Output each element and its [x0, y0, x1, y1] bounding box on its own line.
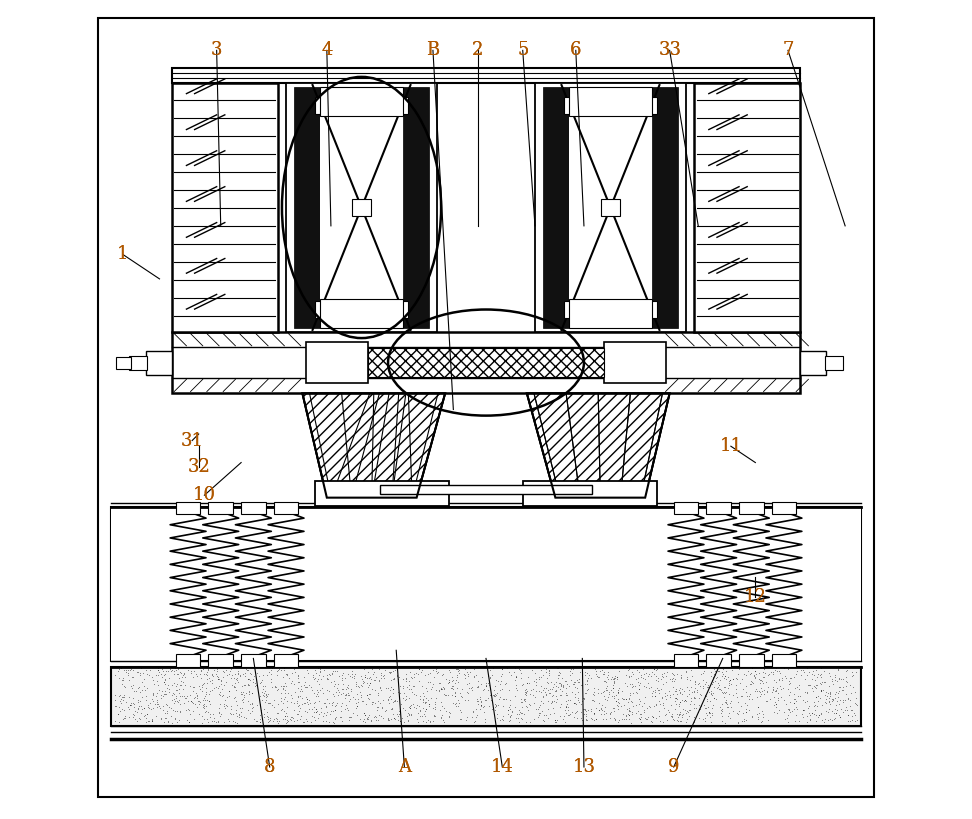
Text: 3: 3: [211, 42, 223, 59]
Text: 3: 3: [211, 42, 223, 59]
Text: 33: 33: [658, 42, 681, 59]
Text: 11: 11: [719, 437, 743, 455]
Bar: [241, 502, 265, 514]
Bar: [694, 83, 800, 332]
Bar: [111, 667, 861, 726]
Text: 5: 5: [517, 42, 529, 59]
Bar: [306, 342, 367, 383]
Bar: [176, 502, 200, 514]
Bar: [772, 502, 796, 514]
Bar: [707, 502, 731, 514]
Bar: [315, 301, 334, 318]
Bar: [674, 654, 698, 667]
Bar: [543, 87, 570, 328]
Bar: [367, 348, 605, 377]
Bar: [208, 654, 233, 667]
Text: 13: 13: [573, 758, 596, 776]
Bar: [117, 357, 131, 369]
Bar: [523, 482, 657, 506]
Bar: [380, 485, 592, 495]
Polygon shape: [302, 393, 445, 498]
Bar: [739, 502, 764, 514]
Bar: [796, 508, 861, 661]
Text: 1: 1: [117, 246, 128, 264]
Text: 8: 8: [264, 758, 275, 776]
Text: 13: 13: [573, 758, 596, 776]
Text: 2: 2: [472, 42, 483, 59]
Bar: [286, 83, 437, 332]
Text: 10: 10: [192, 486, 216, 505]
Bar: [352, 199, 371, 215]
Bar: [601, 199, 620, 215]
Bar: [402, 87, 429, 328]
Text: 14: 14: [491, 758, 514, 776]
Bar: [739, 654, 764, 667]
Bar: [129, 355, 148, 370]
Text: 7: 7: [782, 42, 794, 59]
Bar: [321, 87, 402, 115]
Text: 32: 32: [188, 458, 210, 476]
Text: 9: 9: [668, 758, 679, 776]
Text: 8: 8: [264, 758, 275, 776]
Bar: [315, 97, 334, 114]
Text: 14: 14: [491, 758, 514, 776]
Text: A: A: [398, 758, 411, 776]
Polygon shape: [527, 393, 670, 498]
Bar: [772, 654, 796, 667]
Bar: [321, 299, 402, 328]
Bar: [389, 97, 408, 114]
Bar: [172, 68, 800, 83]
Bar: [274, 502, 298, 514]
Bar: [146, 351, 172, 375]
Text: 4: 4: [321, 42, 332, 59]
Bar: [605, 342, 666, 383]
Bar: [535, 83, 686, 332]
Bar: [638, 97, 657, 114]
Bar: [111, 508, 176, 661]
Bar: [800, 351, 826, 375]
Bar: [208, 502, 233, 514]
Text: 12: 12: [744, 588, 767, 606]
Bar: [707, 654, 731, 667]
Text: B: B: [427, 42, 439, 59]
Bar: [111, 508, 861, 661]
Bar: [274, 654, 298, 667]
Bar: [172, 83, 278, 332]
Bar: [315, 482, 449, 506]
Text: 31: 31: [181, 432, 204, 450]
Bar: [674, 502, 698, 514]
Text: 33: 33: [658, 42, 681, 59]
Text: 12: 12: [744, 588, 767, 606]
Text: 32: 32: [188, 458, 210, 476]
Bar: [176, 654, 200, 667]
Bar: [172, 332, 800, 393]
Text: 4: 4: [321, 42, 332, 59]
Text: 10: 10: [192, 486, 216, 505]
Bar: [564, 301, 583, 318]
Text: 9: 9: [668, 758, 679, 776]
Text: 1: 1: [117, 246, 128, 264]
Bar: [564, 97, 583, 114]
Bar: [824, 355, 843, 370]
Bar: [651, 87, 677, 328]
Bar: [321, 87, 402, 328]
Text: B: B: [427, 42, 439, 59]
Bar: [570, 87, 651, 328]
Bar: [570, 87, 651, 115]
Text: 6: 6: [570, 42, 581, 59]
Text: 2: 2: [472, 42, 483, 59]
Bar: [638, 301, 657, 318]
Bar: [241, 654, 265, 667]
Text: 7: 7: [782, 42, 794, 59]
Text: 6: 6: [570, 42, 581, 59]
Bar: [389, 301, 408, 318]
Text: 31: 31: [181, 432, 204, 450]
Text: A: A: [398, 758, 411, 776]
Text: 11: 11: [719, 437, 743, 455]
Text: 5: 5: [517, 42, 529, 59]
Bar: [570, 299, 651, 328]
Bar: [295, 87, 321, 328]
